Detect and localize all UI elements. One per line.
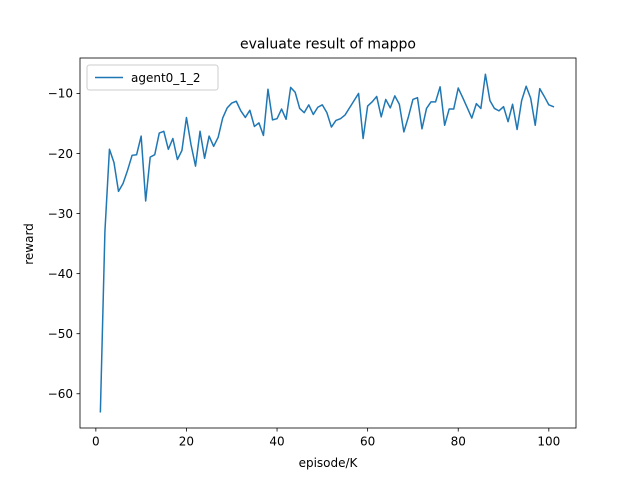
- x-axis-label: episode/K: [299, 456, 359, 470]
- x-tick-label: 40: [269, 435, 284, 449]
- x-tick-label: 100: [537, 435, 560, 449]
- x-tick-label: 80: [451, 435, 466, 449]
- legend-label: agent0_1_2: [131, 71, 201, 85]
- y-tick-label: −30: [48, 207, 73, 221]
- plot-frame: [79, 57, 577, 429]
- y-tick-label: −50: [48, 327, 73, 341]
- x-tick-label: 0: [92, 435, 100, 449]
- y-axis-label: reward: [22, 223, 36, 265]
- legend-box: [86, 64, 219, 91]
- chart-title: evaluate result of mappo: [240, 37, 416, 53]
- y-tick-label: −10: [48, 87, 73, 101]
- y-tick-label: −60: [48, 387, 73, 401]
- legend: agent0_1_2: [86, 64, 219, 91]
- y-tick-label: −40: [48, 267, 73, 281]
- y-tick-label: −20: [48, 147, 73, 161]
- series-layer: [99, 73, 555, 413]
- series-line-0: [99, 73, 555, 413]
- x-tick-label: 60: [360, 435, 375, 449]
- x-tick-label: 20: [179, 435, 194, 449]
- axes-layer: 0 20 40 60 80 100 −60 −50 −40 −30 −20 −10: [48, 57, 577, 449]
